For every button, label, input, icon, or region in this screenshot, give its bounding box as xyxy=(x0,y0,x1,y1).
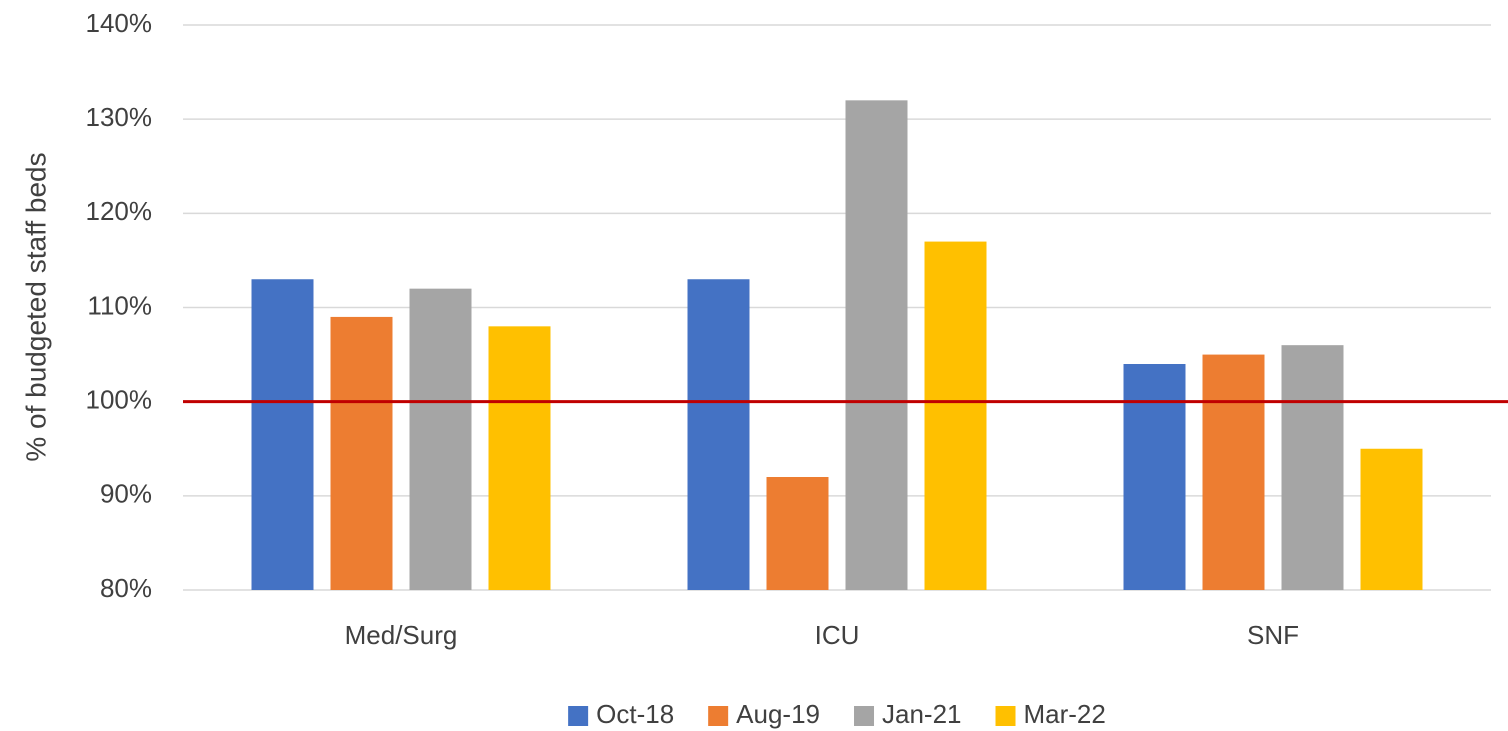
bar xyxy=(1360,448,1423,590)
y-tick-label: 80% xyxy=(100,573,152,603)
legend-swatch xyxy=(854,706,875,726)
y-tick-label: 140% xyxy=(86,8,153,38)
x-tick-label: SNF xyxy=(1247,620,1299,650)
bar xyxy=(1123,364,1186,590)
y-tick-label: 120% xyxy=(86,196,153,226)
legend-swatch xyxy=(708,706,729,726)
bar xyxy=(687,279,750,590)
legend-item: Aug-19 xyxy=(708,699,820,729)
legend-item: Mar-22 xyxy=(995,699,1106,729)
y-tick-label: 110% xyxy=(87,290,152,320)
legend-label: Jan-21 xyxy=(882,699,962,729)
bar xyxy=(1281,345,1344,590)
y-tick-label: 130% xyxy=(86,102,153,132)
legend-label: Mar-22 xyxy=(1024,699,1106,729)
legend-label: Oct-18 xyxy=(596,699,674,729)
legend-item: Jan-21 xyxy=(854,699,962,729)
legend-item: Oct-18 xyxy=(568,699,674,729)
y-axis-label: % of budgeted staff beds xyxy=(20,152,51,461)
bar xyxy=(251,279,314,590)
bar xyxy=(766,477,829,590)
y-tick-label: 100% xyxy=(86,385,153,415)
legend-label: Aug-19 xyxy=(736,699,820,729)
bar xyxy=(845,100,908,590)
x-tick-label: Med/Surg xyxy=(345,620,458,650)
bar xyxy=(409,288,472,590)
bar xyxy=(1202,354,1265,590)
y-tick-label: 90% xyxy=(100,479,152,509)
bar xyxy=(924,241,987,591)
bar xyxy=(330,316,393,590)
bar xyxy=(488,326,551,590)
legend-swatch xyxy=(995,706,1016,726)
x-tick-label: ICU xyxy=(815,620,860,650)
legend-swatch xyxy=(568,706,589,726)
